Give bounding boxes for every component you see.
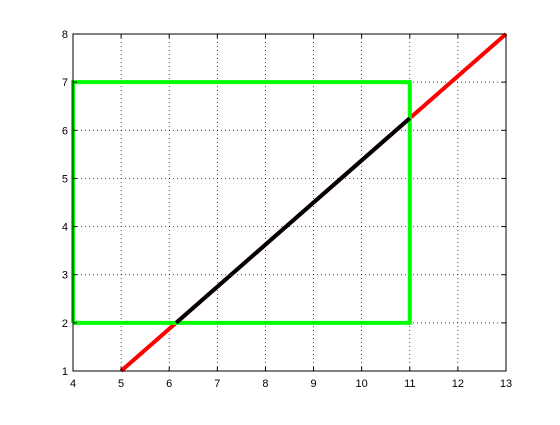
series-layer [71, 32, 508, 373]
x-tick-label: 4 [70, 378, 76, 390]
y-tick-label: 2 [62, 318, 68, 330]
x-tick-label: 8 [262, 378, 268, 390]
y-tick-label: 1 [62, 366, 68, 378]
x-tick-label: 13 [500, 378, 512, 390]
y-tick-label: 6 [62, 125, 68, 137]
y-tick-label: 3 [62, 270, 68, 282]
series-rectangle-green [71, 80, 412, 325]
x-tick-label: 10 [356, 378, 368, 390]
series-segment-black [174, 116, 412, 325]
x-tick-label: 5 [118, 378, 124, 390]
x-tick-label: 12 [452, 378, 464, 390]
y-tick-label: 7 [62, 77, 68, 89]
x-tick-label: 6 [166, 378, 172, 390]
x-tick-label: 7 [214, 378, 220, 390]
y-tick-label: 4 [62, 222, 68, 234]
axes-box [72, 33, 507, 372]
y-tick-label: 5 [62, 173, 68, 185]
x-tick-label: 9 [310, 378, 316, 390]
y-tick-label: 8 [62, 29, 68, 41]
x-tick-label: 11 [404, 378, 415, 390]
grid-layer [72, 33, 507, 372]
